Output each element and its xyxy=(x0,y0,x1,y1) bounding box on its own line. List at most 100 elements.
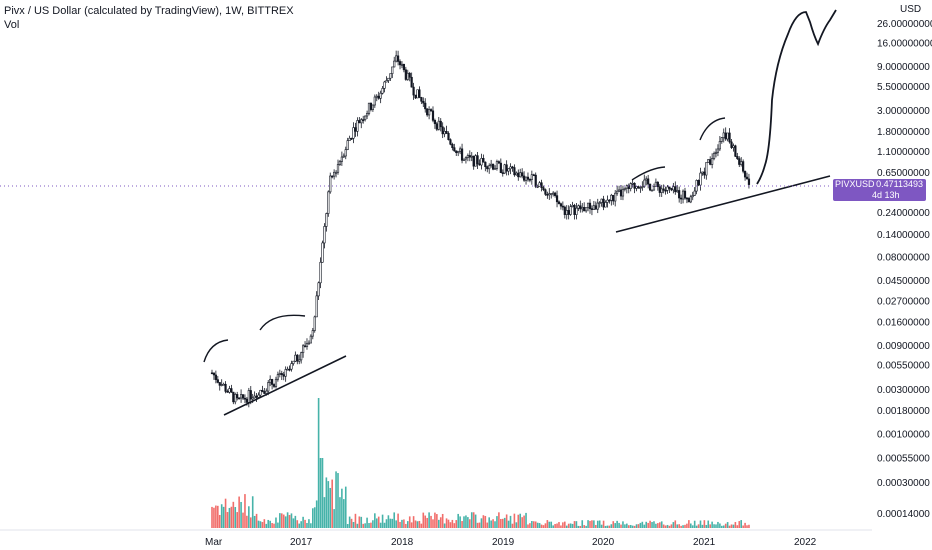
candle xyxy=(220,379,223,387)
chart-title: Pivx / US Dollar (calculated by TradingV… xyxy=(4,5,294,17)
volume-bar xyxy=(290,513,293,528)
volume-bar xyxy=(406,521,409,528)
y-tick-label: 0.00300000 xyxy=(877,385,930,396)
candle xyxy=(340,151,343,166)
candle xyxy=(639,186,642,193)
trendline-2016 xyxy=(223,355,347,416)
candle xyxy=(393,56,396,68)
volume-bar xyxy=(624,524,626,528)
volume-bar xyxy=(451,519,454,528)
candle xyxy=(538,181,541,187)
volume-bar xyxy=(618,522,620,528)
volume-bar xyxy=(589,520,591,528)
candle xyxy=(234,392,237,405)
volume-bar xyxy=(658,522,661,528)
volume-bar xyxy=(748,524,750,528)
candle xyxy=(608,199,611,204)
volume-bar xyxy=(527,524,529,528)
candle xyxy=(585,207,588,213)
candle xyxy=(449,138,452,146)
candle xyxy=(635,185,638,192)
volume-bar xyxy=(649,520,651,528)
volume-bar xyxy=(424,515,427,528)
volume-bar xyxy=(703,520,706,528)
candle xyxy=(519,168,522,178)
volume-bar xyxy=(370,522,372,528)
volume-bar xyxy=(722,525,725,528)
candle xyxy=(290,360,293,372)
volume-bar xyxy=(368,523,370,528)
candle xyxy=(604,200,607,208)
candle xyxy=(305,338,309,350)
volume-bar xyxy=(498,512,500,528)
volume-bar xyxy=(631,525,634,528)
volume-bar xyxy=(629,524,632,528)
candle xyxy=(238,397,241,400)
volume-bar xyxy=(385,519,388,528)
volume-bar xyxy=(740,520,742,528)
volume-bar xyxy=(552,525,554,528)
volume-bar xyxy=(362,523,364,528)
candle xyxy=(515,171,518,176)
volume-bar xyxy=(657,523,659,528)
price-axis[interactable]: USD 26.00000000 16.00000000 9.00000000 5.500… xyxy=(877,4,932,520)
volume-bar xyxy=(242,512,244,528)
volume-bar xyxy=(226,512,229,528)
candle xyxy=(412,82,415,100)
candle xyxy=(726,132,729,142)
volume-bar xyxy=(329,487,332,528)
volume-bar xyxy=(688,520,690,528)
volume-bar xyxy=(560,525,562,528)
volume-bar xyxy=(503,517,506,528)
y-tick-label: 1.80000000 xyxy=(877,127,930,138)
y-tick-label: 0.24000000 xyxy=(877,208,930,219)
volume-bar xyxy=(598,520,601,528)
candle xyxy=(375,94,378,102)
volume-bar xyxy=(346,523,349,528)
volume-bar xyxy=(372,520,374,528)
candle xyxy=(664,186,667,195)
candle xyxy=(429,108,433,112)
volume-bar xyxy=(684,524,686,528)
volume-bar xyxy=(523,515,525,528)
volume-bar xyxy=(664,525,667,528)
volume-bar xyxy=(494,521,496,528)
candle xyxy=(490,159,493,168)
volume-bar xyxy=(294,515,297,528)
volume-bar xyxy=(562,522,564,528)
volume-bar xyxy=(550,521,553,528)
candle xyxy=(338,159,342,166)
candle xyxy=(534,172,537,189)
candle xyxy=(565,205,568,220)
volume-bar xyxy=(500,518,502,528)
volume-bar xyxy=(445,518,448,528)
candle xyxy=(445,125,448,134)
volume-bar xyxy=(459,516,461,528)
candle xyxy=(414,94,417,99)
volume-bar xyxy=(470,512,473,528)
candle xyxy=(709,156,712,166)
volume-bar xyxy=(676,524,679,528)
volume-bar xyxy=(744,522,746,528)
volume-bar xyxy=(655,523,657,528)
volume-bar xyxy=(496,516,498,528)
candle xyxy=(521,168,524,179)
y-tick-label: 0.00180000 xyxy=(877,406,930,417)
candle xyxy=(658,184,661,197)
volume-bar xyxy=(469,519,471,528)
volume-bar xyxy=(707,520,710,528)
candle xyxy=(462,158,466,162)
volume-bar xyxy=(251,496,254,528)
volume-bar xyxy=(393,512,396,528)
volume-bar xyxy=(486,522,489,528)
volume-bar xyxy=(280,513,283,528)
candle xyxy=(559,202,563,210)
volume-bar xyxy=(515,522,518,528)
time-axis[interactable]: Mar 2017 2018 2019 2020 2021 2022 xyxy=(0,529,872,548)
volume-bar xyxy=(234,507,237,528)
volume-bar xyxy=(701,524,704,528)
candle xyxy=(241,394,245,401)
volume-bar xyxy=(662,524,665,528)
candle xyxy=(486,165,489,173)
